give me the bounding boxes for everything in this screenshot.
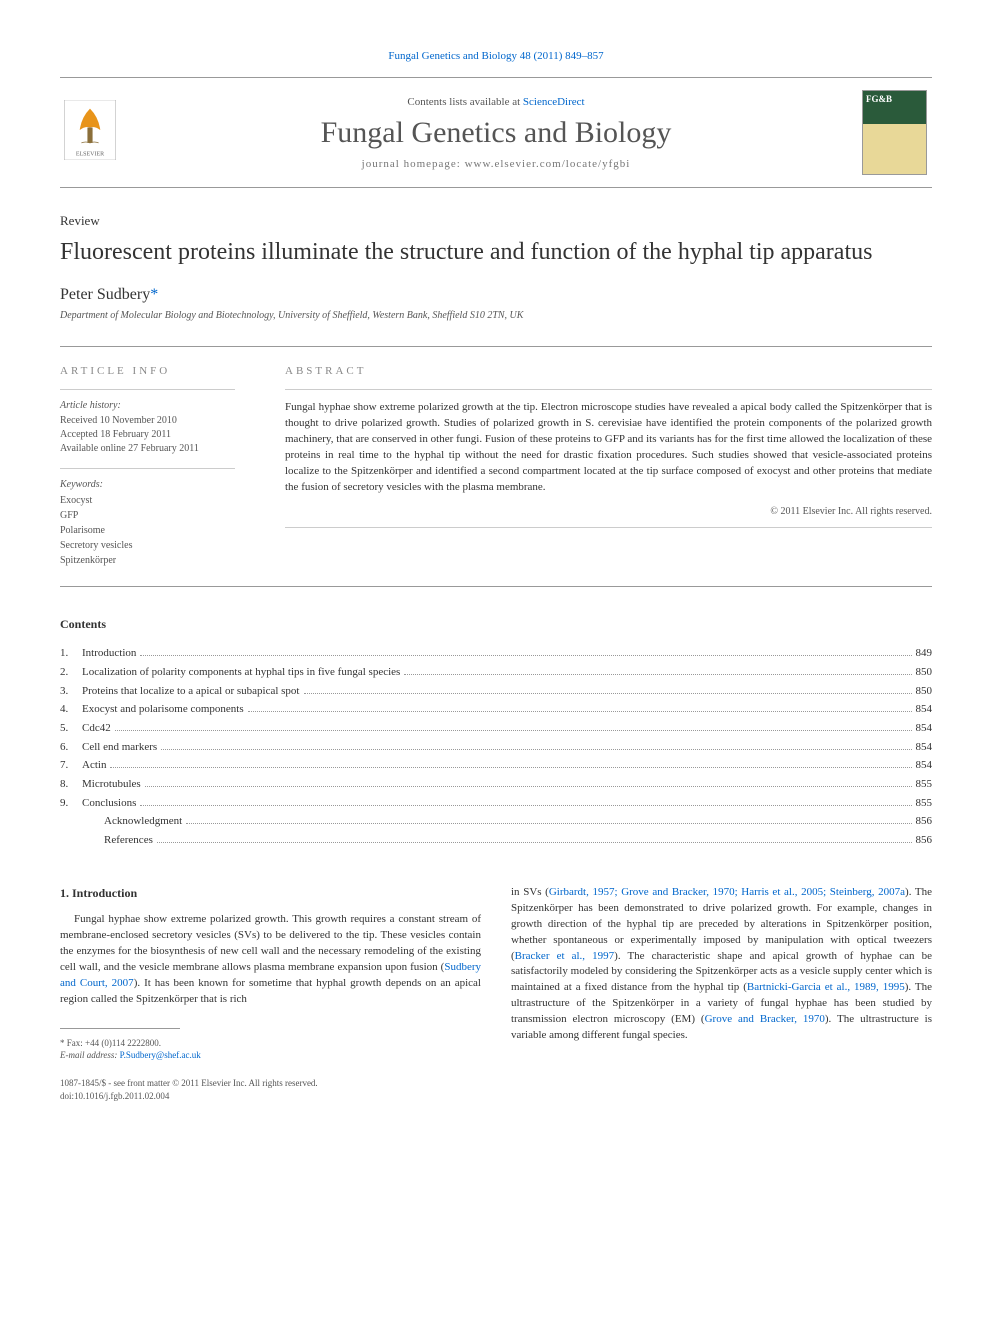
toc-number: 5. <box>60 719 82 738</box>
toc-row[interactable]: Acknowledgment 856 <box>82 812 932 831</box>
toc-number: 1. <box>60 644 82 663</box>
toc-page: 854 <box>916 719 933 738</box>
article-type: Review <box>60 213 932 229</box>
corresponding-fax: * Fax: +44 (0)114 2222800. <box>60 1037 481 1050</box>
abstract-heading: ABSTRACT <box>285 365 932 377</box>
elsevier-tree-icon: ELSEVIER <box>60 100 120 160</box>
toc-label: Exocyst and polarisome components <box>82 700 244 719</box>
toc-label: Cell end markers <box>82 738 157 757</box>
toc-page: 856 <box>916 831 933 850</box>
affiliation: Department of Molecular Biology and Biot… <box>60 310 932 321</box>
elsevier-logo: ELSEVIER <box>60 100 130 165</box>
toc-row[interactable]: 6.Cell end markers 854 <box>60 738 932 757</box>
toc-leader-dots <box>110 767 911 768</box>
email-link[interactable]: P.Sudbery@shef.ac.uk <box>120 1050 201 1060</box>
toc-label: Cdc42 <box>82 719 111 738</box>
toc-number: 6. <box>60 738 82 757</box>
reference-link[interactable]: Bartnicki-Garcia et al., 1989, 1995 <box>747 981 905 993</box>
table-of-contents: 1.Introduction8492.Localization of polar… <box>60 644 932 850</box>
toc-number: 3. <box>60 682 82 701</box>
toc-row[interactable]: 4.Exocyst and polarisome components 854 <box>60 700 932 719</box>
footer-meta: 1087-1845/$ - see front matter © 2011 El… <box>60 1077 932 1102</box>
reference-link[interactable]: Bracker et al., 1997 <box>515 950 614 962</box>
toc-leader-dots <box>115 730 912 731</box>
reference-link[interactable]: Grove and Bracker, 1970 <box>705 1013 825 1025</box>
history-label: Article history: <box>60 400 235 411</box>
toc-label: Proteins that localize to a apical or su… <box>82 682 300 701</box>
abstract-panel: ABSTRACT Fungal hyphae show extreme pola… <box>260 365 932 568</box>
toc-page: 855 <box>916 794 933 813</box>
toc-leader-dots <box>157 842 912 843</box>
citation-header: Fungal Genetics and Biology 48 (2011) 84… <box>60 50 932 62</box>
keywords-label: Keywords: <box>60 479 235 490</box>
toc-row[interactable]: 7.Actin 854 <box>60 756 932 775</box>
issn-line: 1087-1845/$ - see front matter © 2011 El… <box>60 1077 932 1090</box>
corresponding-email: E-mail address: P.Sudbery@shef.ac.uk <box>60 1049 481 1062</box>
toc-row[interactable]: 2.Localization of polarity components at… <box>60 663 932 682</box>
toc-page: 850 <box>916 663 933 682</box>
body-column-right: in SVs (Girbardt, 1957; Grove and Bracke… <box>511 885 932 1062</box>
toc-page: 856 <box>916 812 933 831</box>
toc-number: 7. <box>60 756 82 775</box>
reference-link[interactable]: Girbardt, 1957; Grove and Bracker, 1970;… <box>549 886 905 898</box>
toc-leader-dots <box>304 693 912 694</box>
toc-leader-dots <box>140 805 911 806</box>
section-1-heading: 1. Introduction <box>60 885 481 902</box>
journal-cover: FG&B <box>862 90 932 175</box>
citation-link[interactable]: Fungal Genetics and Biology 48 (2011) 84… <box>388 50 603 62</box>
toc-number: 2. <box>60 663 82 682</box>
contents-available: Contents lists available at ScienceDirec… <box>150 96 842 108</box>
toc-label: Microtubules <box>82 775 141 794</box>
body-column-left: 1. Introduction Fungal hyphae show extre… <box>60 885 481 1062</box>
toc-number: 4. <box>60 700 82 719</box>
toc-page: 849 <box>916 644 933 663</box>
toc-row[interactable]: References 856 <box>82 831 932 850</box>
toc-leader-dots <box>186 823 911 824</box>
keywords-list: Exocyst GFP Polarisome Secretory vesicle… <box>60 493 235 568</box>
journal-homepage: journal homepage: www.elsevier.com/locat… <box>150 158 842 170</box>
intro-paragraph-2: in SVs (Girbardt, 1957; Grove and Bracke… <box>511 885 932 1044</box>
toc-label: Introduction <box>82 644 136 663</box>
toc-leader-dots <box>404 674 911 675</box>
article-info-heading: ARTICLE INFO <box>60 365 235 377</box>
toc-number: 8. <box>60 775 82 794</box>
toc-page: 854 <box>916 700 933 719</box>
toc-page: 854 <box>916 738 933 757</box>
contents-heading: Contents <box>60 617 932 632</box>
journal-title: Fungal Genetics and Biology <box>150 116 842 150</box>
toc-label: Conclusions <box>82 794 136 813</box>
corresponding-author-mark[interactable]: * <box>150 286 158 303</box>
journal-header: ELSEVIER Contents lists available at Sci… <box>60 77 932 188</box>
history-text: Received 10 November 2010 Accepted 18 Fe… <box>60 414 235 456</box>
article-info-panel: ARTICLE INFO Article history: Received 1… <box>60 365 260 568</box>
toc-row[interactable]: 9.Conclusions 855 <box>60 794 932 813</box>
toc-row[interactable]: 3.Proteins that localize to a apical or … <box>60 682 932 701</box>
toc-row[interactable]: 5.Cdc42 854 <box>60 719 932 738</box>
toc-page: 850 <box>916 682 933 701</box>
toc-label: References <box>104 831 153 850</box>
sciencedirect-link[interactable]: ScienceDirect <box>523 96 585 108</box>
abstract-copyright: © 2011 Elsevier Inc. All rights reserved… <box>285 506 932 517</box>
toc-leader-dots <box>140 655 911 656</box>
svg-text:ELSEVIER: ELSEVIER <box>76 152 104 158</box>
toc-label: Actin <box>82 756 106 775</box>
doi-line: doi:10.1016/j.fgb.2011.02.004 <box>60 1090 932 1103</box>
toc-row[interactable]: 1.Introduction 849 <box>60 644 932 663</box>
toc-number: 9. <box>60 794 82 813</box>
toc-page: 855 <box>916 775 933 794</box>
author-name: Peter Sudbery* <box>60 286 932 304</box>
toc-page: 854 <box>916 756 933 775</box>
intro-paragraph-1: Fungal hyphae show extreme polarized gro… <box>60 912 481 1008</box>
toc-label: Acknowledgment <box>104 812 182 831</box>
toc-leader-dots <box>145 786 912 787</box>
toc-leader-dots <box>161 749 911 750</box>
toc-row[interactable]: 8.Microtubules 855 <box>60 775 932 794</box>
abstract-text: Fungal hyphae show extreme polarized gro… <box>285 400 932 496</box>
article-title: Fluorescent proteins illuminate the stru… <box>60 237 932 268</box>
toc-label: Localization of polarity components at h… <box>82 663 400 682</box>
toc-leader-dots <box>248 711 912 712</box>
